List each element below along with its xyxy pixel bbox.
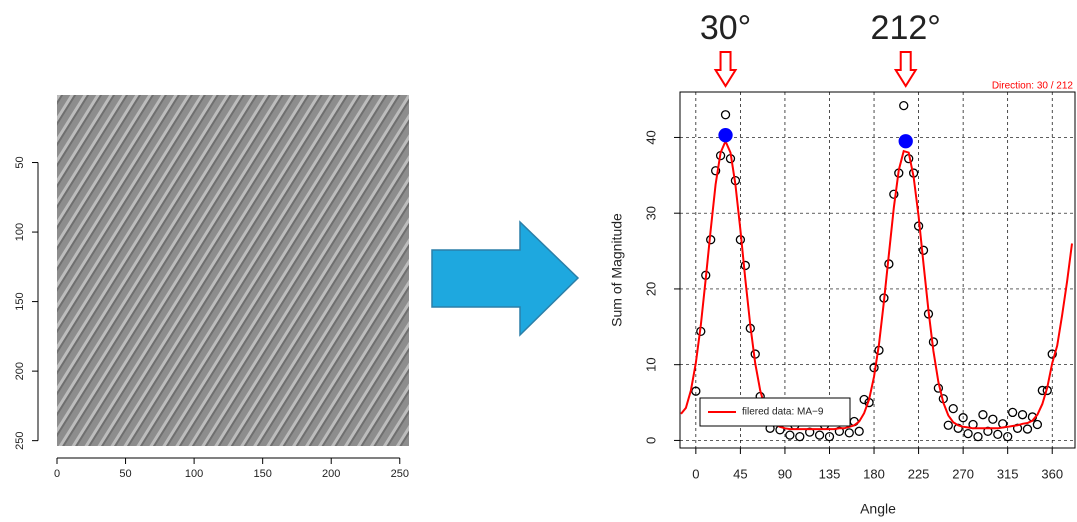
- x-tick-label: 50: [119, 468, 131, 480]
- y-tick-label: 200: [14, 362, 26, 380]
- y-tick-label: 10: [643, 357, 658, 371]
- y-tick-label: 30: [643, 206, 658, 220]
- x-tick-label: 225: [908, 466, 930, 481]
- x-tick-label: 315: [997, 466, 1019, 481]
- data-point: [978, 410, 988, 420]
- peak-point: [898, 134, 913, 149]
- chart-title: Direction: 30 / 212: [992, 81, 1074, 92]
- y-axis-label: Sum of Magnitude: [609, 213, 625, 327]
- peak-annotation: 30°: [700, 9, 751, 47]
- peak-arrow: [893, 51, 918, 88]
- data-point: [795, 431, 805, 442]
- peak-point: [718, 128, 733, 143]
- data-point: [710, 166, 721, 176]
- x-tick-label: 100: [185, 468, 203, 480]
- fit-line: [680, 138, 1073, 431]
- data-point: [988, 414, 998, 424]
- legend-label: filered data: MA−9: [742, 407, 824, 418]
- data-point: [973, 431, 983, 442]
- y-tick-label: 250: [14, 431, 26, 449]
- data-point: [1007, 407, 1018, 418]
- x-tick-label: 150: [253, 468, 271, 480]
- y-tick-label: 40: [643, 130, 658, 144]
- data-point: [948, 403, 958, 414]
- y-tick-label: 0: [643, 437, 658, 444]
- data-point: [691, 386, 701, 396]
- micrograph-image: [57, 95, 409, 446]
- x-tick-label: 45: [733, 466, 747, 481]
- x-tick-label: 135: [819, 466, 841, 481]
- data-point: [899, 100, 909, 111]
- data-point: [1003, 431, 1013, 442]
- data-point: [805, 427, 815, 437]
- x-tick-label: 0: [54, 468, 60, 480]
- x-tick-label: 90: [778, 466, 792, 481]
- data-point: [854, 426, 864, 436]
- data-point: [918, 245, 929, 255]
- data-point: [889, 189, 899, 199]
- data-point: [1022, 424, 1033, 434]
- plot-frame: [679, 91, 1076, 449]
- x-tick-label: 270: [952, 466, 974, 481]
- data-point: [943, 420, 953, 430]
- peak-arrow: [713, 51, 738, 88]
- y-tick-label: 50: [14, 156, 26, 168]
- data-point: [1032, 419, 1043, 430]
- transform-arrow: [431, 220, 580, 337]
- data-point: [1017, 410, 1028, 420]
- peak-annotation: 212°: [871, 9, 941, 47]
- data-point: [963, 428, 973, 439]
- data-point: [993, 429, 1003, 440]
- y-tick-label: 20: [643, 282, 658, 296]
- data-point: [814, 430, 825, 440]
- x-axis-label: Angle: [860, 501, 896, 517]
- data-point: [844, 428, 854, 438]
- x-tick-label: 0: [692, 466, 699, 481]
- data-point: [1047, 349, 1057, 359]
- y-tick-label: 100: [14, 223, 26, 241]
- data-point: [740, 260, 750, 271]
- data-point: [824, 431, 835, 442]
- data-point: [958, 413, 968, 423]
- x-tick-label: 250: [391, 468, 409, 480]
- data-point: [720, 110, 731, 120]
- x-tick-label: 180: [863, 466, 885, 481]
- x-tick-label: 360: [1041, 466, 1063, 481]
- x-tick-label: 200: [322, 468, 340, 480]
- data-point: [785, 430, 795, 440]
- y-tick-label: 150: [14, 292, 26, 310]
